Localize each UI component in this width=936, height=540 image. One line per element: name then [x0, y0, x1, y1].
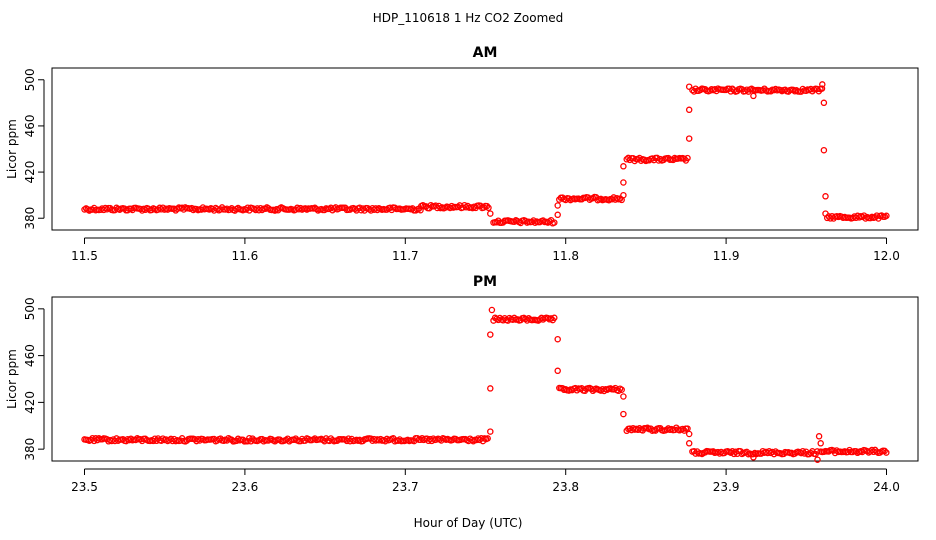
data-point — [547, 315, 555, 322]
data-point — [820, 146, 828, 154]
pm-y-tick-label: 420 — [23, 391, 37, 414]
data-point — [819, 81, 826, 88]
pm-plot-frame — [51, 296, 919, 462]
data-point — [618, 386, 625, 393]
data-point — [474, 435, 482, 442]
data-point — [620, 191, 627, 199]
data-point — [765, 448, 773, 455]
am-panel-title: AM — [473, 45, 498, 61]
data-point — [554, 367, 561, 375]
am-y-tick-label: 380 — [23, 207, 37, 230]
am-y-tick-label: 500 — [23, 68, 37, 91]
data-point — [750, 454, 757, 461]
data-point — [685, 430, 693, 438]
pm-x-tick-label: 23.5 — [71, 480, 98, 494]
data-point — [883, 449, 890, 456]
pm-x-tick-label: 24.0 — [873, 480, 900, 494]
data-point — [554, 211, 561, 219]
pm-y-axis-label: Licor ppm — [5, 349, 19, 409]
data-point — [554, 202, 561, 209]
data-point — [685, 440, 693, 447]
am-x-tick-label: 11.7 — [392, 249, 419, 263]
am-x-tick-label: 11.8 — [552, 249, 579, 263]
data-point — [483, 202, 491, 210]
figure-title: HDP_110618 1 Hz CO2 Zoomed — [373, 11, 564, 25]
data-point — [822, 193, 829, 200]
data-point — [684, 154, 691, 162]
am-x-tick-label: 12.0 — [873, 249, 900, 263]
data-point — [108, 437, 115, 445]
pm-y-tick-label: 500 — [23, 297, 37, 320]
data-point — [620, 163, 627, 170]
data-point — [820, 99, 828, 107]
data-point — [258, 206, 266, 214]
data-point — [817, 440, 824, 447]
data-point — [511, 314, 518, 322]
am-x-tick-label: 11.6 — [232, 249, 259, 263]
data-point — [814, 456, 821, 463]
am-y-tick-label: 460 — [23, 114, 37, 137]
data-point — [685, 135, 693, 142]
data-point — [138, 207, 146, 214]
am-y-tick-label: 420 — [23, 161, 37, 184]
data-point — [417, 206, 424, 214]
data-point — [684, 425, 691, 432]
data-point — [616, 195, 624, 202]
data-point — [487, 331, 494, 338]
pm-x-tick-label: 23.9 — [713, 480, 740, 494]
data-point — [881, 447, 888, 455]
data-point — [750, 92, 757, 100]
data-point — [469, 204, 476, 212]
data-point — [488, 306, 496, 314]
data-point — [485, 204, 492, 212]
data-point — [685, 83, 693, 90]
data-point — [644, 424, 651, 432]
am-x-tick-label: 11.5 — [71, 249, 98, 263]
data-point — [818, 85, 826, 92]
pm-y-tick-label: 380 — [23, 438, 37, 461]
am-x-tick-label: 11.9 — [713, 249, 740, 263]
data-point — [620, 393, 627, 400]
figure-xlabel: Hour of Day (UTC) — [414, 516, 523, 530]
data-point — [815, 433, 823, 440]
pm-y-tick-label: 460 — [23, 344, 37, 367]
pm-x-tick-label: 23.6 — [232, 480, 259, 494]
data-point — [551, 219, 558, 226]
data-point — [620, 410, 627, 418]
pm-x-tick-label: 23.8 — [552, 480, 579, 494]
data-point — [554, 335, 561, 343]
data-point — [484, 435, 491, 442]
data-point — [470, 437, 477, 445]
data-point — [685, 106, 693, 114]
pm-panel: PM 23.5 23.6 23.7 23.8 23.9 24.0 380 420 460 500 Li… — [5, 274, 919, 494]
data-point — [487, 428, 494, 435]
data-point — [822, 210, 829, 217]
am-y-axis-label: Licor ppm — [5, 119, 19, 179]
data-point — [487, 385, 494, 392]
am-panel: AM 11.5 11.6 11.7 11.8 11.9 12.0 380 420 460 500 Li… — [5, 45, 919, 263]
data-point — [883, 212, 890, 220]
data-point — [487, 210, 494, 217]
am-data-points — [81, 81, 890, 227]
data-point — [620, 179, 627, 186]
pm-x-tick-label: 23.7 — [392, 480, 419, 494]
data-point — [551, 314, 558, 322]
am-plot-frame — [51, 67, 919, 231]
pm-data-points — [81, 306, 890, 463]
data-point — [159, 435, 167, 442]
pm-panel-title: PM — [473, 274, 497, 290]
